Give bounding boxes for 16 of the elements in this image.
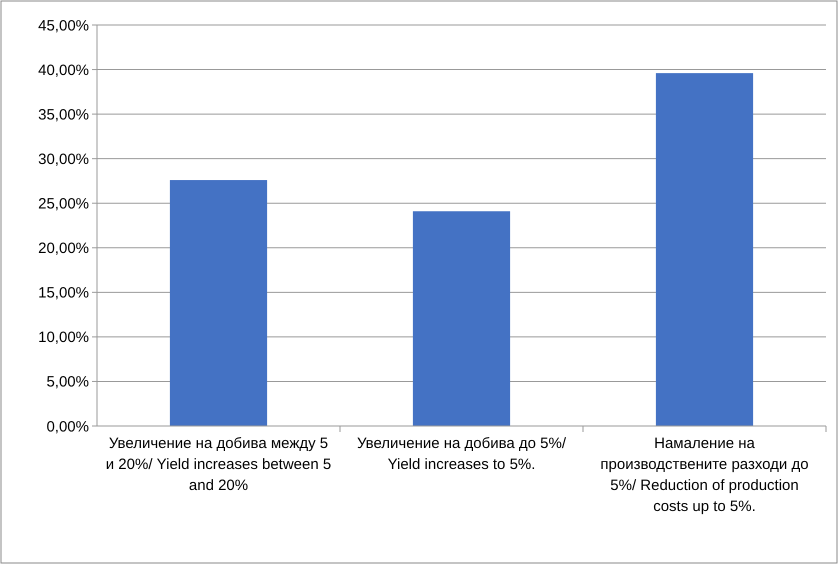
y-tick-label: 40,00% <box>38 62 89 79</box>
x-tick-label: Увеличение на добива до 5%/ Yield increases to 5%. <box>356 435 567 473</box>
bar <box>656 73 754 426</box>
y-tick-label: 35,00% <box>38 106 89 124</box>
bar <box>170 180 268 426</box>
x-tick-label: Увеличение на добива между 5 и 20%/ Yield increases between 5 and 20% <box>106 435 332 494</box>
y-tick-label: 25,00% <box>38 195 89 212</box>
y-tick-label: 15,00% <box>38 284 89 302</box>
bar <box>412 211 510 426</box>
y-tick-label: 10,00% <box>38 329 89 346</box>
y-tick-label: 30,00% <box>38 150 89 168</box>
x-tick-label: Намаление на производствените разходи до 5%/ Reduction of production costs up to 5%. <box>600 435 809 515</box>
y-tick-label: 5,00% <box>46 374 89 391</box>
y-tick-label: 0,00% <box>46 418 89 436</box>
y-tick-label: 45,00% <box>38 17 89 34</box>
y-tick-label: 20,00% <box>38 240 89 258</box>
